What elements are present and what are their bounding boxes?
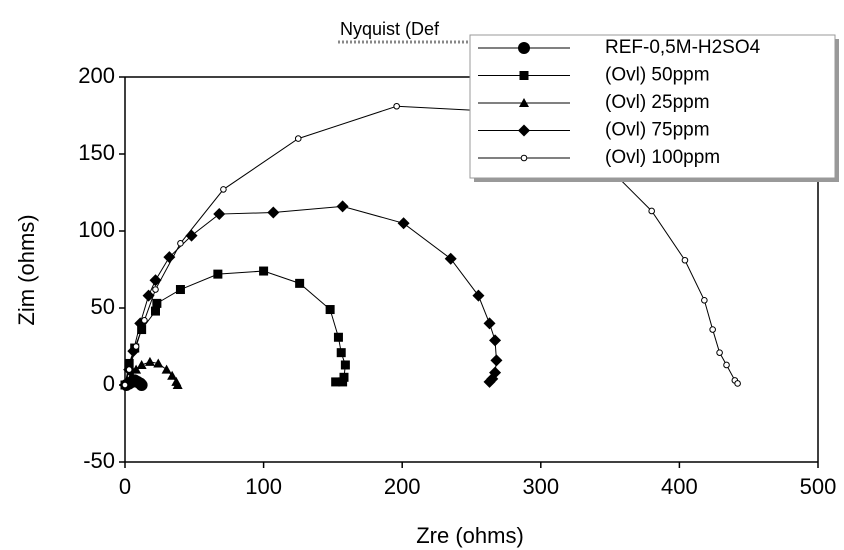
marker	[518, 124, 530, 137]
marker	[325, 305, 335, 315]
marker	[220, 186, 227, 193]
marker	[213, 269, 223, 279]
x-tick-label: 200	[384, 474, 421, 499]
marker	[483, 375, 496, 388]
x-tick-label: 300	[522, 474, 559, 499]
marker	[126, 370, 137, 380]
marker	[135, 379, 148, 391]
marker	[519, 71, 529, 80]
marker	[259, 266, 269, 276]
marker	[142, 289, 155, 302]
legend-label: REF-0,5M-H2SO4	[605, 37, 761, 58]
legend-label: (Ovl) 25ppm	[605, 92, 710, 113]
marker	[336, 200, 349, 213]
y-tick-label: 200	[78, 63, 115, 88]
legend-label: (Ovl) 75ppm	[605, 120, 710, 141]
marker	[489, 334, 502, 347]
x-tick-label: 500	[800, 474, 837, 499]
legend-label: (Ovl) 50ppm	[605, 65, 710, 86]
marker	[333, 332, 343, 342]
marker	[734, 380, 741, 387]
marker	[175, 285, 185, 295]
marker	[472, 289, 485, 302]
marker	[483, 317, 496, 330]
marker	[152, 286, 159, 293]
marker	[132, 343, 140, 350]
marker	[172, 380, 183, 389]
legend	[469, 34, 836, 179]
marker	[294, 135, 302, 142]
legend-label: (Ovl) 100ppm	[605, 147, 720, 168]
marker	[338, 377, 348, 387]
marker	[153, 358, 164, 368]
y-axis-label: Zim (ohms)	[14, 214, 39, 325]
marker	[339, 372, 349, 382]
x-tick-label: 400	[661, 474, 698, 499]
marker	[340, 360, 350, 370]
marker	[519, 98, 529, 107]
marker	[723, 361, 730, 369]
marker	[267, 206, 280, 219]
y-tick-label: 0	[103, 371, 115, 396]
marker	[161, 364, 172, 374]
marker	[336, 348, 346, 358]
marker	[393, 102, 400, 110]
marker	[681, 256, 689, 264]
y-tick-label: 50	[91, 294, 115, 319]
marker	[150, 306, 160, 316]
x-tick-label: 0	[119, 474, 131, 499]
marker	[144, 356, 155, 366]
y-tick-label: 100	[78, 217, 115, 242]
marker	[121, 381, 129, 389]
marker	[397, 217, 410, 230]
y-tick-label: 150	[78, 140, 115, 165]
marker	[490, 354, 503, 367]
marker	[136, 359, 147, 369]
marker	[141, 317, 148, 324]
marker	[716, 349, 723, 356]
marker	[152, 298, 162, 308]
marker	[167, 370, 178, 380]
marker	[177, 240, 184, 247]
marker	[131, 364, 142, 374]
marker	[518, 42, 530, 54]
marker	[709, 326, 716, 333]
marker	[444, 252, 457, 265]
marker	[163, 251, 176, 264]
marker	[701, 297, 708, 304]
marker	[124, 358, 134, 368]
marker	[331, 377, 341, 387]
marker	[295, 278, 305, 288]
x-tick-label: 100	[245, 474, 282, 499]
y-tick-label: -50	[83, 448, 115, 473]
chart-title: Nyquist (Def	[340, 19, 440, 39]
marker	[648, 207, 655, 215]
marker	[125, 366, 133, 373]
marker	[213, 208, 226, 221]
marker	[520, 154, 528, 162]
x-axis-label: Zre (ohms)	[416, 523, 524, 548]
